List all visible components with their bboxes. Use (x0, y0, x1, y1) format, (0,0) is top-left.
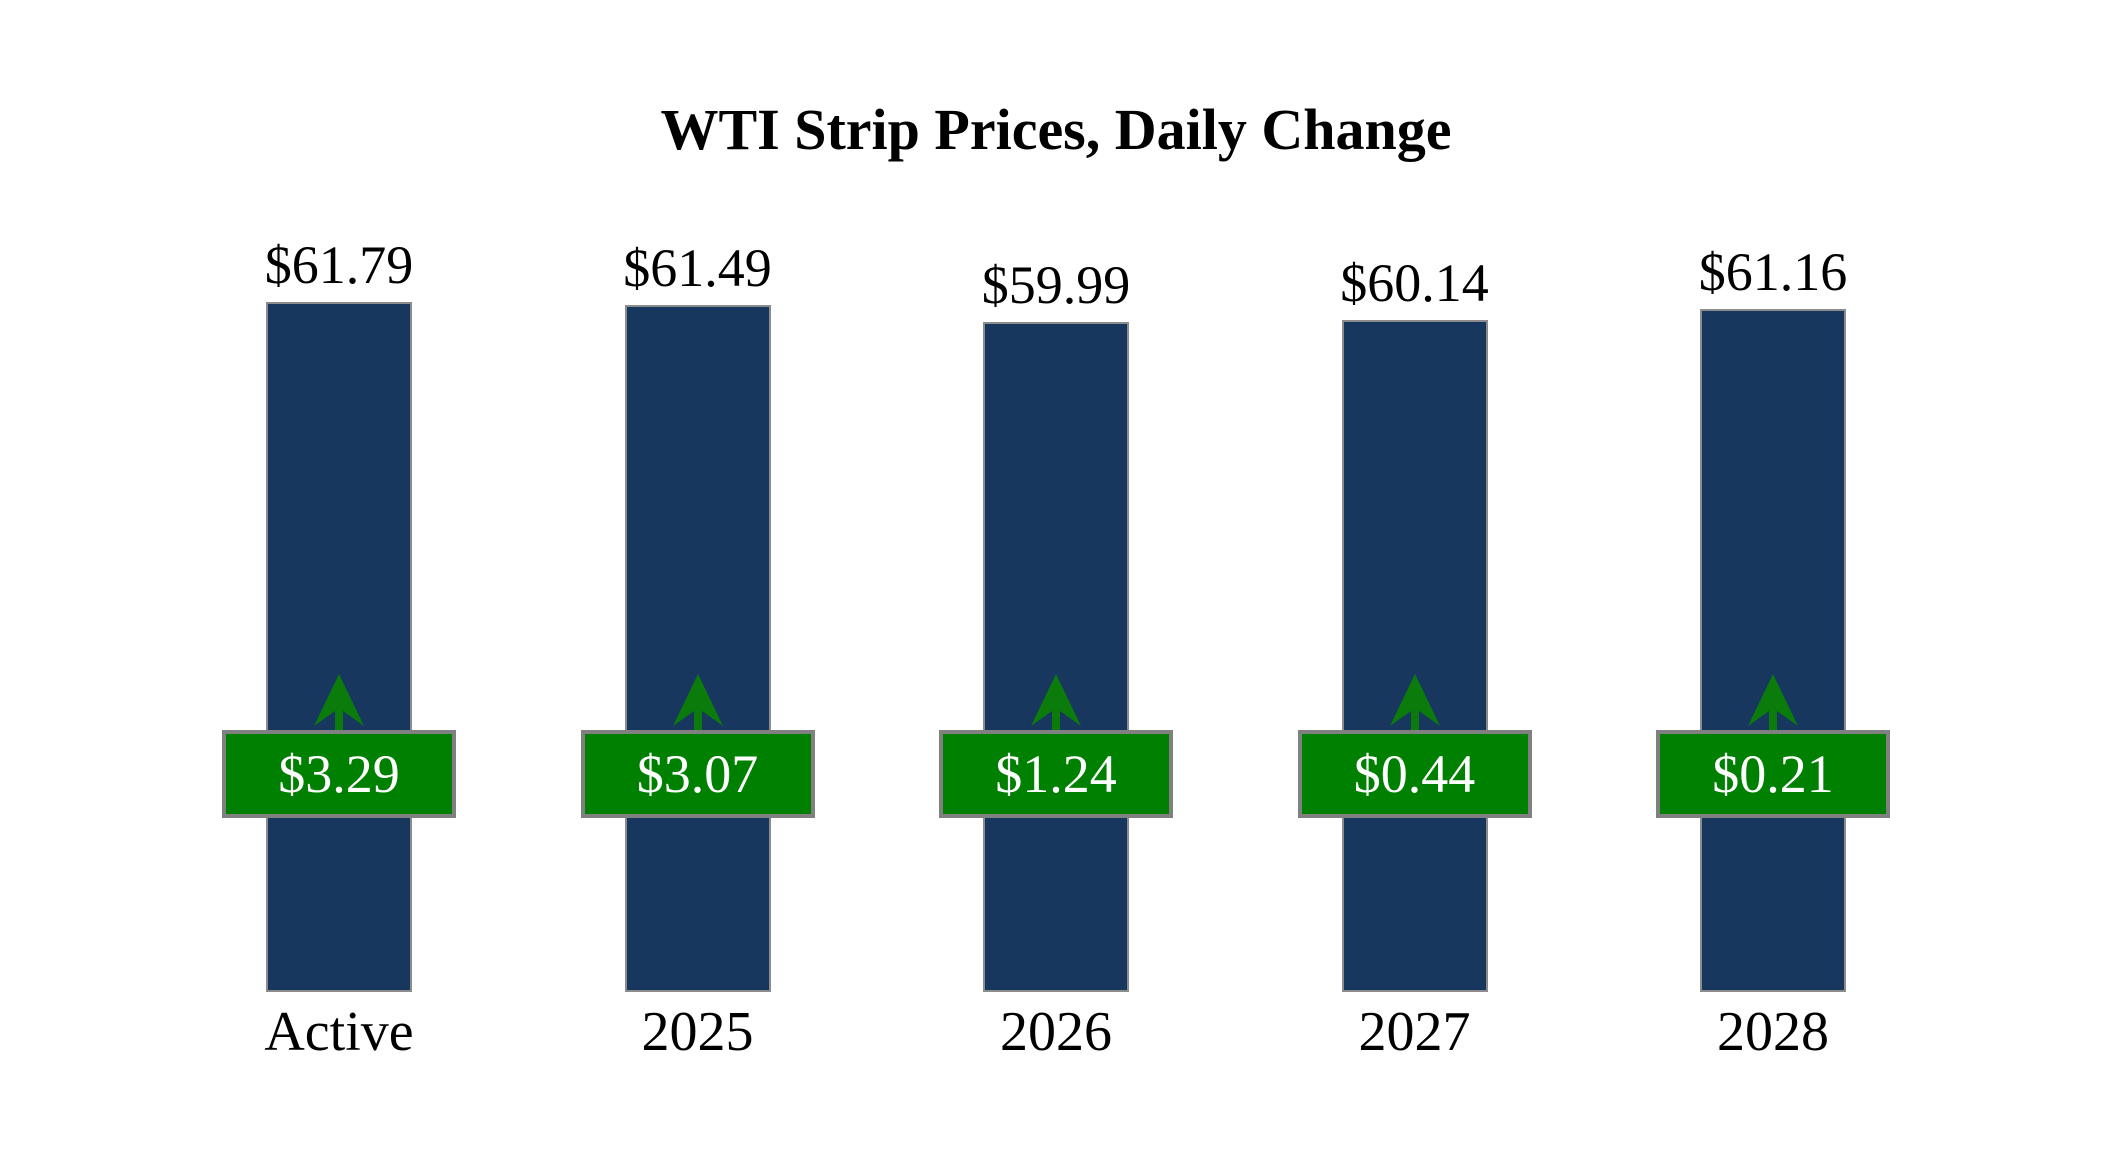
chart-title: WTI Strip Prices, Daily Change (660, 97, 1452, 162)
bar (1700, 309, 1846, 992)
up-arrow-icon (1389, 674, 1440, 731)
price-label: $61.49 (623, 238, 772, 298)
up-arrow-icon (672, 674, 723, 731)
change-badge: $0.44 (1297, 730, 1532, 818)
change-badge: $0.21 (1656, 730, 1890, 818)
bar (1341, 320, 1488, 992)
price-label: $61.79 (264, 235, 414, 295)
category-label: 2028 (1717, 1001, 1829, 1063)
change-badge: $3.29 (222, 730, 456, 818)
bar (983, 322, 1129, 992)
bar (624, 305, 771, 992)
price-label: $60.14 (1340, 253, 1489, 313)
change-badge: $3.07 (580, 730, 815, 818)
change-badge: $1.24 (939, 730, 1173, 818)
price-label: $61.16 (1698, 242, 1848, 302)
bar (266, 302, 412, 992)
category-label: 2027 (1358, 1001, 1471, 1063)
up-arrow-icon (1031, 674, 1081, 731)
category-label: 2026 (1000, 1001, 1112, 1063)
category-label: Active (264, 1001, 414, 1063)
category-label: 2025 (641, 1001, 754, 1063)
price-label: $59.99 (981, 255, 1131, 315)
up-arrow-icon (1748, 674, 1798, 731)
up-arrow-icon (314, 674, 364, 731)
